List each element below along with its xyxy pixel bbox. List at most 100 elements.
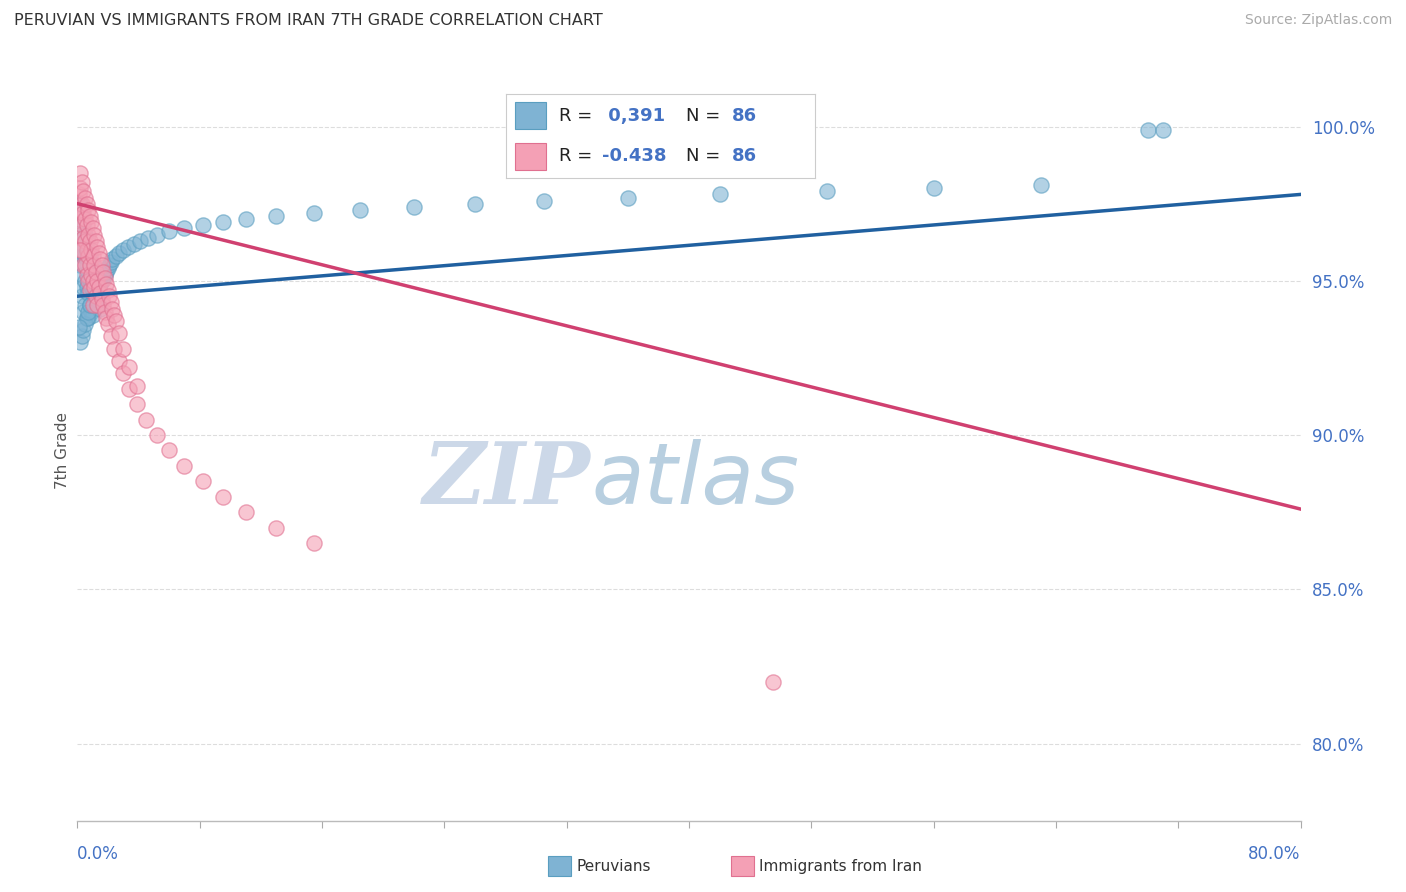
Point xyxy=(77,202,100,217)
Point xyxy=(922,181,945,195)
Point xyxy=(70,289,93,303)
Point xyxy=(125,397,148,411)
Point xyxy=(77,227,100,242)
Point xyxy=(86,295,108,310)
Point xyxy=(709,187,731,202)
Point xyxy=(73,317,96,331)
Point xyxy=(69,258,91,272)
Text: 0,391: 0,391 xyxy=(602,107,665,125)
Text: PERUVIAN VS IMMIGRANTS FROM IRAN 7TH GRADE CORRELATION CHART: PERUVIAN VS IMMIGRANTS FROM IRAN 7TH GRA… xyxy=(14,13,603,29)
Point xyxy=(235,505,257,519)
Point xyxy=(91,264,114,278)
Point xyxy=(112,367,135,381)
Point xyxy=(70,243,93,257)
Point xyxy=(67,243,90,257)
Point xyxy=(67,320,90,334)
Point xyxy=(87,280,110,294)
Point xyxy=(122,236,145,251)
Point xyxy=(72,258,94,272)
Text: Source: ZipAtlas.com: Source: ZipAtlas.com xyxy=(1244,13,1392,28)
Point xyxy=(90,258,112,272)
Point xyxy=(84,268,107,282)
Point xyxy=(70,206,93,220)
Point xyxy=(91,298,114,312)
Point xyxy=(73,298,96,312)
Point xyxy=(80,243,103,257)
Point xyxy=(86,270,108,285)
Point xyxy=(69,227,91,242)
Point xyxy=(191,475,214,489)
Point xyxy=(349,202,371,217)
Point xyxy=(70,219,93,233)
Point xyxy=(96,277,118,291)
Point xyxy=(211,215,233,229)
Point xyxy=(69,243,91,257)
Point xyxy=(135,412,157,426)
Point xyxy=(533,194,555,208)
Point xyxy=(86,298,108,312)
Point xyxy=(82,283,104,297)
Point xyxy=(107,354,129,368)
Point xyxy=(157,443,180,458)
Point xyxy=(76,280,98,294)
Point xyxy=(76,219,98,233)
Text: 86: 86 xyxy=(733,147,756,165)
Point xyxy=(67,187,90,202)
Point xyxy=(79,298,101,312)
Text: Peruvians: Peruvians xyxy=(576,859,651,873)
Text: -0.438: -0.438 xyxy=(602,147,666,165)
Point xyxy=(79,234,101,248)
Point xyxy=(76,268,98,282)
Point xyxy=(80,280,103,294)
Point xyxy=(79,283,101,297)
Point xyxy=(117,240,139,254)
Point xyxy=(77,274,100,288)
Point xyxy=(82,221,104,235)
Point xyxy=(1152,122,1174,136)
Point xyxy=(304,536,326,550)
Point xyxy=(73,274,96,288)
Point xyxy=(76,234,98,248)
Point xyxy=(72,230,94,244)
Point xyxy=(86,274,108,288)
Point xyxy=(94,304,117,318)
Point xyxy=(91,270,114,285)
Point xyxy=(304,206,326,220)
Point xyxy=(82,249,104,263)
Point xyxy=(90,293,112,307)
Point xyxy=(98,289,121,303)
Point xyxy=(76,196,98,211)
Point xyxy=(89,252,111,267)
Point xyxy=(72,206,94,220)
Point xyxy=(79,298,101,312)
Point xyxy=(69,335,91,350)
Point xyxy=(76,258,98,272)
Point xyxy=(70,236,93,251)
Point xyxy=(80,215,103,229)
Point xyxy=(104,314,127,328)
Point xyxy=(815,184,838,198)
Text: Immigrants from Iran: Immigrants from Iran xyxy=(759,859,922,873)
Point xyxy=(112,342,135,356)
Point xyxy=(82,298,104,312)
Point xyxy=(76,310,98,325)
Point xyxy=(762,674,785,689)
Point xyxy=(89,286,111,301)
Point xyxy=(67,212,90,227)
Point xyxy=(77,286,100,301)
Point xyxy=(87,298,110,312)
Point xyxy=(73,234,96,248)
Point xyxy=(1029,178,1052,193)
Point xyxy=(79,274,101,288)
Point xyxy=(146,428,169,442)
Point xyxy=(100,255,122,269)
Point xyxy=(464,196,486,211)
Point xyxy=(112,243,135,257)
Point xyxy=(211,490,233,504)
Point xyxy=(72,184,94,198)
Point xyxy=(69,196,91,211)
Point xyxy=(77,243,100,257)
Text: R =: R = xyxy=(558,107,598,125)
Point xyxy=(79,249,101,263)
Point xyxy=(80,255,103,269)
